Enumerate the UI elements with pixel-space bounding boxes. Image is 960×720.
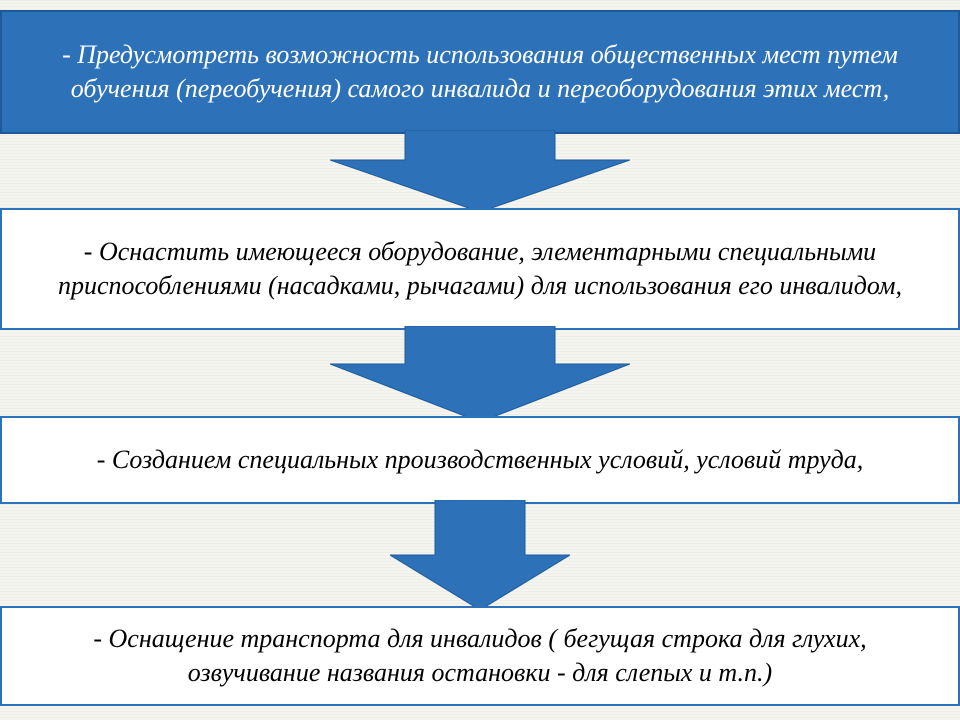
flow-box-2-text: - Оснастить имеющееся оборудование, элем… bbox=[30, 235, 930, 303]
arrow-down-3 bbox=[390, 500, 570, 610]
flow-box-1: - Предусмотреть возможность использовани… bbox=[0, 10, 960, 134]
flow-box-2: - Оснастить имеющееся оборудование, элем… bbox=[0, 208, 960, 330]
flow-box-4: - Оснащение транспорта для инвалидов ( б… bbox=[0, 606, 960, 706]
flow-box-3: - Созданием специальных производственных… bbox=[0, 416, 960, 504]
arrow-down-2 bbox=[330, 326, 630, 422]
flow-box-4-text: - Оснащение транспорта для инвалидов ( б… bbox=[30, 622, 930, 690]
flow-box-3-text: - Созданием специальных производственных… bbox=[97, 443, 864, 477]
flow-box-1-text: - Предусмотреть возможность использовани… bbox=[30, 38, 930, 106]
arrow-down-1 bbox=[330, 130, 630, 212]
